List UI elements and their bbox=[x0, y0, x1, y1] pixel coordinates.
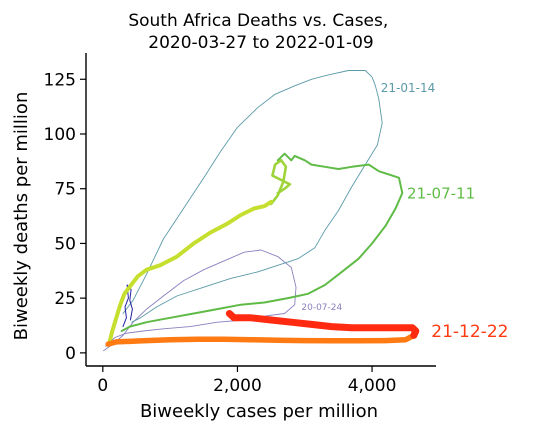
series-label-21-07-11: 21-07-11 bbox=[407, 184, 475, 202]
series-label-20-07-24: 20-07-24 bbox=[301, 303, 342, 313]
series-labels: 20-07-24 21-01-14 21-07-11 21-12-22 bbox=[301, 81, 508, 342]
series-group bbox=[103, 70, 420, 352]
series-line-21-12-22 bbox=[225, 310, 420, 339]
x-tick-label: 4,000 bbox=[348, 376, 397, 396]
x-axis-title: Biweekly cases per million bbox=[140, 401, 378, 422]
series-label-21-01-14: 21-01-14 bbox=[381, 81, 435, 95]
y-axis-title: Biweekly deaths per million bbox=[11, 92, 32, 341]
series-line-segment-2 bbox=[122, 284, 133, 328]
series-line-20-07-24 bbox=[103, 249, 297, 352]
x-tick-label: 0 bbox=[97, 376, 108, 396]
y-ticks: 0 25 50 75 100 125 bbox=[44, 70, 86, 364]
series-line-segment-4 bbox=[269, 159, 292, 206]
series-label-21-12-22: 21-12-22 bbox=[431, 322, 508, 342]
x-tick-label: 2,000 bbox=[213, 376, 262, 396]
chart-title-line-2: 2020-03-27 to 2022-01-09 bbox=[148, 33, 373, 53]
y-tick-label: 75 bbox=[54, 180, 76, 200]
y-tick-label: 100 bbox=[44, 125, 76, 145]
y-tick-label: 25 bbox=[54, 289, 76, 309]
series-line-21-07-11 bbox=[120, 152, 404, 332]
chart-title-line-1: South Africa Deaths vs. Cases, bbox=[128, 11, 388, 31]
x-ticks: 0 2,000 4,000 bbox=[97, 366, 396, 396]
chart-title: South Africa Deaths vs. Cases, 2020-03-2… bbox=[128, 11, 393, 53]
series-line-segment-5 bbox=[107, 199, 274, 344]
y-tick-label: 50 bbox=[54, 234, 76, 254]
series-line-21-01-14 bbox=[122, 70, 383, 323]
y-tick-label: 125 bbox=[44, 70, 76, 90]
series-line-segment-6 bbox=[105, 332, 417, 347]
y-tick-label: 0 bbox=[65, 344, 76, 364]
